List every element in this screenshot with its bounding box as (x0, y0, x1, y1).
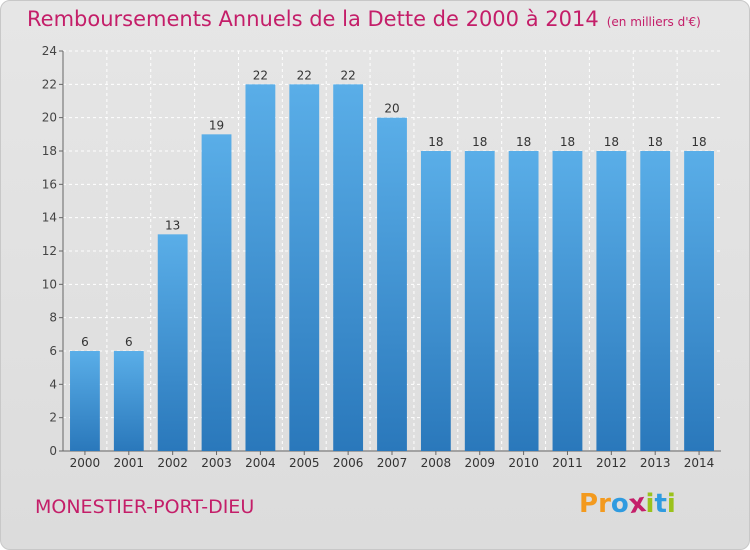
logo-letter: o (610, 489, 629, 519)
y-tick-label: 6 (49, 344, 57, 358)
y-tick-label: 16 (42, 177, 57, 191)
bar-value-label: 19 (209, 118, 224, 132)
bar-2004 (245, 84, 276, 451)
bar-2009 (464, 151, 495, 451)
x-tick-label: 2008 (421, 456, 452, 470)
y-tick-label: 0 (49, 444, 57, 458)
bar-2010 (508, 151, 539, 451)
x-tick-label: 2009 (464, 456, 495, 470)
x-tick-label: 2003 (201, 456, 232, 470)
logo-letter: x (626, 487, 648, 521)
x-tick-label: 2006 (333, 456, 364, 470)
x-tick-label: 2004 (245, 456, 276, 470)
bar-value-label: 18 (560, 135, 575, 149)
chart-title: Remboursements Annuels de la Dette de 20… (27, 7, 701, 31)
y-tick-label: 4 (49, 377, 57, 391)
y-tick-label: 14 (42, 211, 57, 225)
bar-2005 (289, 84, 320, 451)
x-tick-label: 2013 (640, 456, 671, 470)
bar-layer (70, 84, 714, 452)
logo-letter: P (579, 489, 599, 519)
x-tick-label: 2014 (684, 456, 715, 470)
bar-2006 (333, 84, 364, 451)
bar-value-label: 18 (428, 135, 443, 149)
x-tick-label: 2011 (552, 456, 583, 470)
y-tick-label: 2 (49, 411, 57, 425)
logo-letter: i (645, 489, 655, 519)
x-tick-label: 2012 (596, 456, 627, 470)
bar-value-label: 6 (125, 335, 133, 349)
bar-value-label: 18 (516, 135, 531, 149)
bar-2008 (420, 151, 451, 451)
bar-2002 (157, 234, 188, 451)
x-tick-label: 2007 (377, 456, 408, 470)
y-tick-label: 18 (42, 144, 57, 158)
y-tick-label: 20 (42, 111, 57, 125)
bar-2014 (684, 151, 714, 451)
bar-2007 (377, 117, 407, 452)
bar-value-label: 6 (81, 335, 89, 349)
x-tick-label: 2005 (289, 456, 320, 470)
logo-letter: t (654, 489, 667, 519)
y-tick-label: 10 (42, 277, 57, 291)
bar-value-label: 20 (384, 102, 399, 116)
bar-value-label: 18 (648, 135, 663, 149)
bar-value-label: 13 (165, 218, 180, 232)
logo-letter: i (666, 489, 676, 519)
logo-letter: r (598, 489, 611, 519)
y-tick-label: 24 (42, 44, 57, 58)
bar-2001 (113, 351, 144, 451)
x-tick-label: 2010 (508, 456, 539, 470)
chart-unit-label: (en milliers d'€) (606, 15, 701, 29)
commune-name: MONESTIER-PORT-DIEU (35, 496, 255, 518)
bar-value-label: 22 (253, 68, 268, 82)
y-tick-label: 22 (42, 77, 57, 91)
bar-2003 (201, 134, 232, 452)
x-tick-label: 2000 (70, 456, 101, 470)
bar-2013 (640, 151, 671, 451)
bar-value-label: 18 (472, 135, 487, 149)
proxiti-logo: Proxiti (579, 487, 676, 521)
x-tick-label: 2002 (157, 456, 188, 470)
bar-value-label: 18 (691, 135, 706, 149)
label-layer: 6 2000 6 2001 13 2002 19 2003 22 2004 22 2005 22 2006… (70, 68, 715, 470)
y-tick-label: 12 (42, 244, 57, 258)
bar-value-label: 18 (604, 135, 619, 149)
bar-2011 (552, 151, 583, 451)
x-tick-label: 2001 (114, 456, 145, 470)
bar-value-label: 22 (340, 68, 355, 82)
chart-title-text: Remboursements Annuels de la Dette de 20… (27, 7, 599, 31)
bar-value-label: 22 (297, 68, 312, 82)
bar-2000 (70, 351, 100, 451)
y-tick-label: 8 (49, 311, 57, 325)
bar-2012 (596, 151, 627, 451)
